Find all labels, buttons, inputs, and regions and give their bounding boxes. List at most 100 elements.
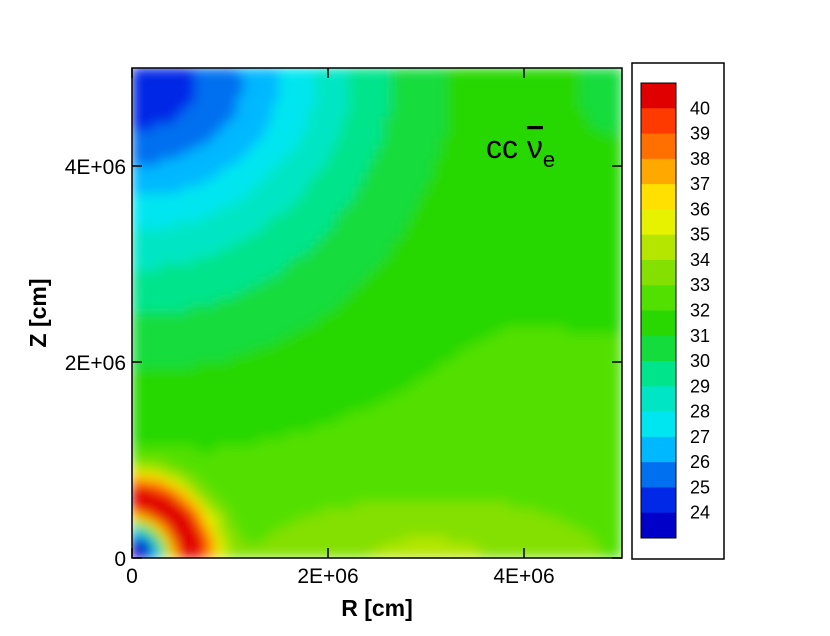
contour-cell — [565, 347, 574, 356]
contour-cell — [292, 543, 301, 552]
contour-cell — [551, 319, 560, 328]
contour-cell — [558, 431, 567, 440]
contour-cell — [397, 445, 406, 454]
contour-cell — [145, 431, 154, 440]
colorbar-swatch — [641, 234, 676, 261]
contour-cell — [516, 109, 525, 118]
contour-cell — [481, 326, 490, 335]
contour-cell — [551, 424, 560, 433]
contour-cell — [572, 249, 581, 258]
contour-cell — [194, 431, 203, 440]
contour-cell — [502, 102, 511, 111]
contour-cell — [488, 270, 497, 279]
contour-cell — [523, 375, 532, 384]
contour-cell — [488, 228, 497, 237]
contour-cell — [481, 466, 490, 475]
contour-cell — [222, 466, 231, 475]
contour-cell — [495, 207, 504, 216]
contour-cell — [250, 473, 259, 482]
contour-cell — [369, 165, 378, 174]
contour-cell — [481, 88, 490, 97]
contour-cell — [187, 256, 196, 265]
contour-cell — [327, 354, 336, 363]
contour-cell — [502, 501, 511, 510]
contour-cell — [285, 235, 294, 244]
contour-cell — [355, 389, 364, 398]
contour-cell — [530, 242, 539, 251]
contour-cell — [502, 172, 511, 181]
contour-cell — [509, 123, 518, 132]
contour-cell — [243, 284, 252, 293]
contour-cell — [145, 452, 154, 461]
contour-cell — [579, 494, 588, 503]
contour-cell — [446, 123, 455, 132]
contour-cell — [236, 375, 245, 384]
contour-cell — [565, 459, 574, 468]
contour-cell — [362, 277, 371, 286]
contour-cell — [152, 130, 161, 139]
contour-cell — [397, 333, 406, 342]
contour-cell — [607, 375, 616, 384]
contour-cell — [425, 256, 434, 265]
contour-cell — [474, 424, 483, 433]
contour-cell — [453, 193, 462, 202]
contour-cell — [348, 529, 357, 538]
contour-cell — [537, 501, 546, 510]
contour-cell — [355, 214, 364, 223]
contour-cell — [250, 179, 259, 188]
contour-cell — [474, 452, 483, 461]
contour-cell — [530, 347, 539, 356]
contour-cell — [194, 403, 203, 412]
contour-cell — [411, 347, 420, 356]
contour-cell — [474, 361, 483, 370]
contour-cell — [313, 186, 322, 195]
contour-cell — [250, 347, 259, 356]
contour-cell — [390, 438, 399, 447]
contour-cell — [586, 508, 595, 517]
contour-cell — [551, 333, 560, 342]
contour-cell — [439, 242, 448, 251]
contour-cell — [159, 368, 168, 377]
contour-cell — [425, 459, 434, 468]
contour-cell — [453, 452, 462, 461]
contour-cell — [544, 221, 553, 230]
contour-cell — [397, 144, 406, 153]
contour-cell — [257, 172, 266, 181]
contour-cell — [271, 417, 280, 426]
contour-cell — [145, 95, 154, 104]
contour-cell — [614, 382, 622, 391]
contour-cell — [132, 473, 140, 482]
contour-cell — [362, 249, 371, 258]
contour-cell — [467, 473, 476, 482]
contour-cell — [418, 424, 427, 433]
contour-cell — [411, 172, 420, 181]
contour-cell — [138, 214, 147, 223]
contour-cell — [614, 291, 622, 300]
contour-cell — [404, 263, 413, 272]
contour-cell — [488, 501, 497, 510]
contour-cell — [558, 501, 567, 510]
contour-cell — [600, 473, 609, 482]
contour-cell — [341, 270, 350, 279]
contour-cell — [425, 193, 434, 202]
contour-cell — [446, 473, 455, 482]
contour-cell — [187, 431, 196, 440]
contour-cell — [222, 487, 231, 496]
contour-cell — [460, 340, 469, 349]
contour-cell — [278, 256, 287, 265]
contour-cell — [614, 193, 622, 202]
contour-cell — [439, 291, 448, 300]
contour-cell — [320, 501, 329, 510]
contour-cell — [523, 249, 532, 258]
contour-cell — [474, 193, 483, 202]
contour-cell — [481, 123, 490, 132]
contour-cell — [285, 123, 294, 132]
contour-cell — [320, 410, 329, 419]
contour-cell — [194, 473, 203, 482]
contour-cell — [530, 396, 539, 405]
contour-cell — [516, 235, 525, 244]
colorbar-label: 25 — [690, 477, 710, 497]
contour-cell — [390, 452, 399, 461]
contour-cell — [292, 228, 301, 237]
contour-cell — [551, 102, 560, 111]
